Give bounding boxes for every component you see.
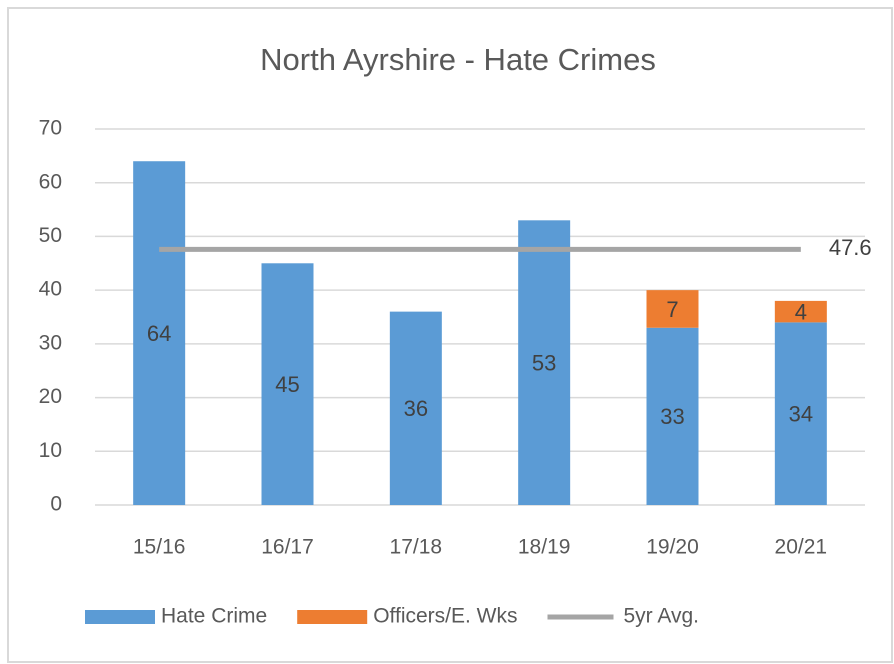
x-tick-label: 17/18: [390, 536, 443, 559]
legend-label: Hate Crime: [161, 605, 267, 628]
x-tick-label: 19/20: [646, 536, 699, 559]
x-tick-label: 20/21: [775, 536, 828, 559]
legend-swatch: [85, 610, 155, 624]
data-label: 53: [532, 350, 556, 375]
y-tick-label: 10: [39, 439, 62, 462]
data-label: 36: [404, 396, 428, 421]
bar-segment: [774, 300, 827, 323]
legend-swatch: [297, 610, 368, 624]
y-tick-label: 20: [39, 385, 62, 408]
chart-title: North Ayrshire - Hate Crimes: [260, 42, 656, 77]
y-tick-label: 50: [39, 224, 62, 247]
data-label: 64: [147, 321, 171, 346]
data-label: 34: [789, 401, 813, 426]
y-tick-label: 60: [39, 170, 62, 193]
data-label: 47.6: [829, 235, 872, 260]
x-tick-label: 16/17: [261, 536, 314, 559]
bar-segment: [261, 263, 314, 505]
y-tick-label: 40: [39, 278, 62, 301]
y-tick-label: 70: [39, 117, 62, 140]
bar-segment: [646, 327, 699, 505]
legend-label: Officers/E. Wks: [373, 605, 517, 628]
y-tick-label: 0: [50, 493, 62, 516]
data-label: 7: [666, 297, 678, 322]
legend-label: 5yr Avg.: [624, 605, 700, 628]
x-tick-label: 18/19: [518, 536, 571, 559]
x-tick-label: 15/16: [133, 536, 186, 559]
bar-segment: [774, 322, 827, 505]
bar-segment: [133, 161, 186, 505]
bar-segment: [389, 311, 442, 505]
data-label: 33: [660, 404, 684, 429]
y-tick-label: 30: [39, 331, 62, 354]
bar-segment: [518, 220, 571, 506]
data-label: 45: [275, 372, 299, 397]
data-label: 4: [795, 299, 807, 324]
bar-segment: [646, 290, 699, 328]
